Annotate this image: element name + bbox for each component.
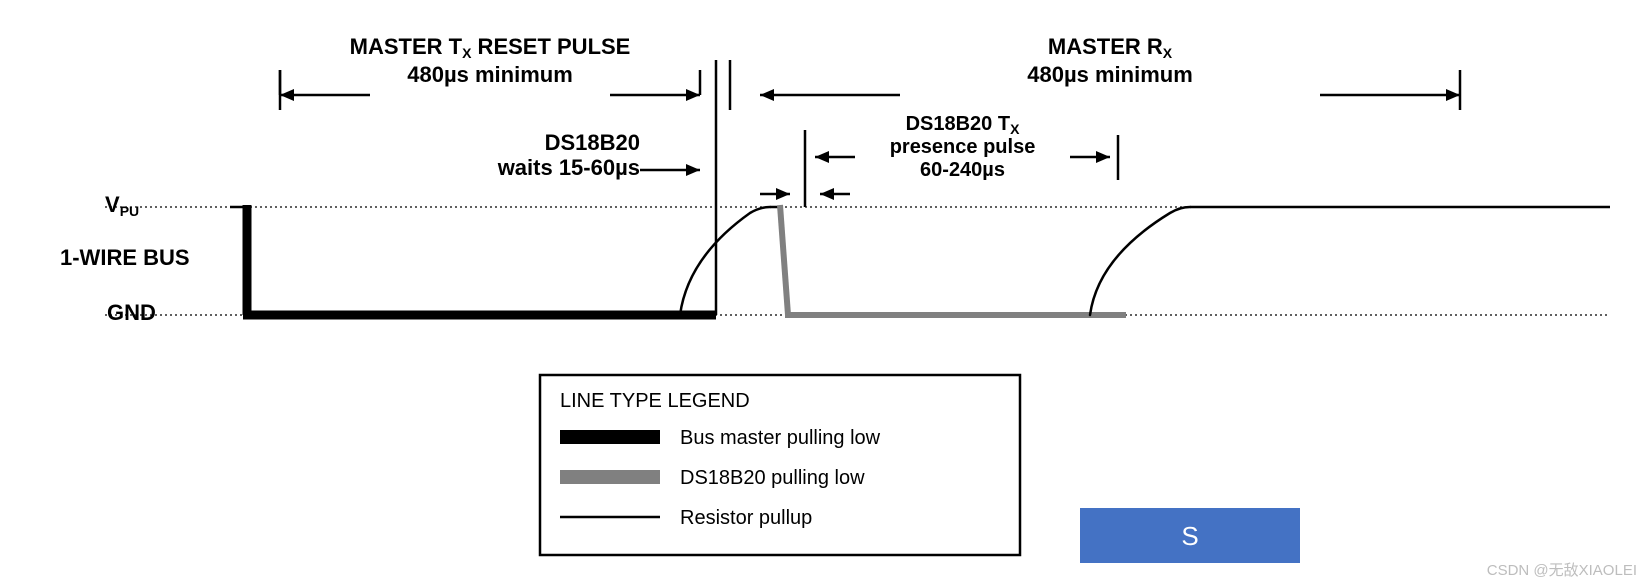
svg-text:DS18B20: DS18B20: [545, 130, 640, 155]
svg-text:MASTER RX: MASTER RX: [1048, 34, 1173, 61]
svg-text:DS18B20 TX: DS18B20 TX: [906, 113, 1021, 137]
svg-text:MASTER TX RESET PULSE: MASTER TX RESET PULSE: [350, 34, 631, 61]
svg-text:LINE TYPE LEGEND: LINE TYPE LEGEND: [560, 390, 750, 412]
svg-text:GND: GND: [107, 300, 156, 325]
svg-text:60-240µs: 60-240µs: [920, 159, 1005, 181]
svg-text:waits 15-60µs: waits 15-60µs: [497, 155, 640, 180]
svg-text:VPU: VPU: [105, 192, 139, 219]
svg-text:Bus master pulling low: Bus master pulling low: [680, 427, 881, 449]
svg-text:Resistor pullup: Resistor pullup: [680, 507, 812, 529]
svg-text:presence pulse: presence pulse: [890, 136, 1036, 158]
svg-text:480µs minimum: 480µs minimum: [1027, 62, 1193, 87]
svg-text:DS18B20 pulling low: DS18B20 pulling low: [680, 467, 865, 489]
svg-text:1-WIRE BUS: 1-WIRE BUS: [60, 245, 190, 270]
svg-text:480µs minimum: 480µs minimum: [407, 62, 573, 87]
watermark: CSDN @无敌XIAOLEI: [1487, 559, 1637, 580]
svg-text:S: S: [1181, 521, 1198, 551]
